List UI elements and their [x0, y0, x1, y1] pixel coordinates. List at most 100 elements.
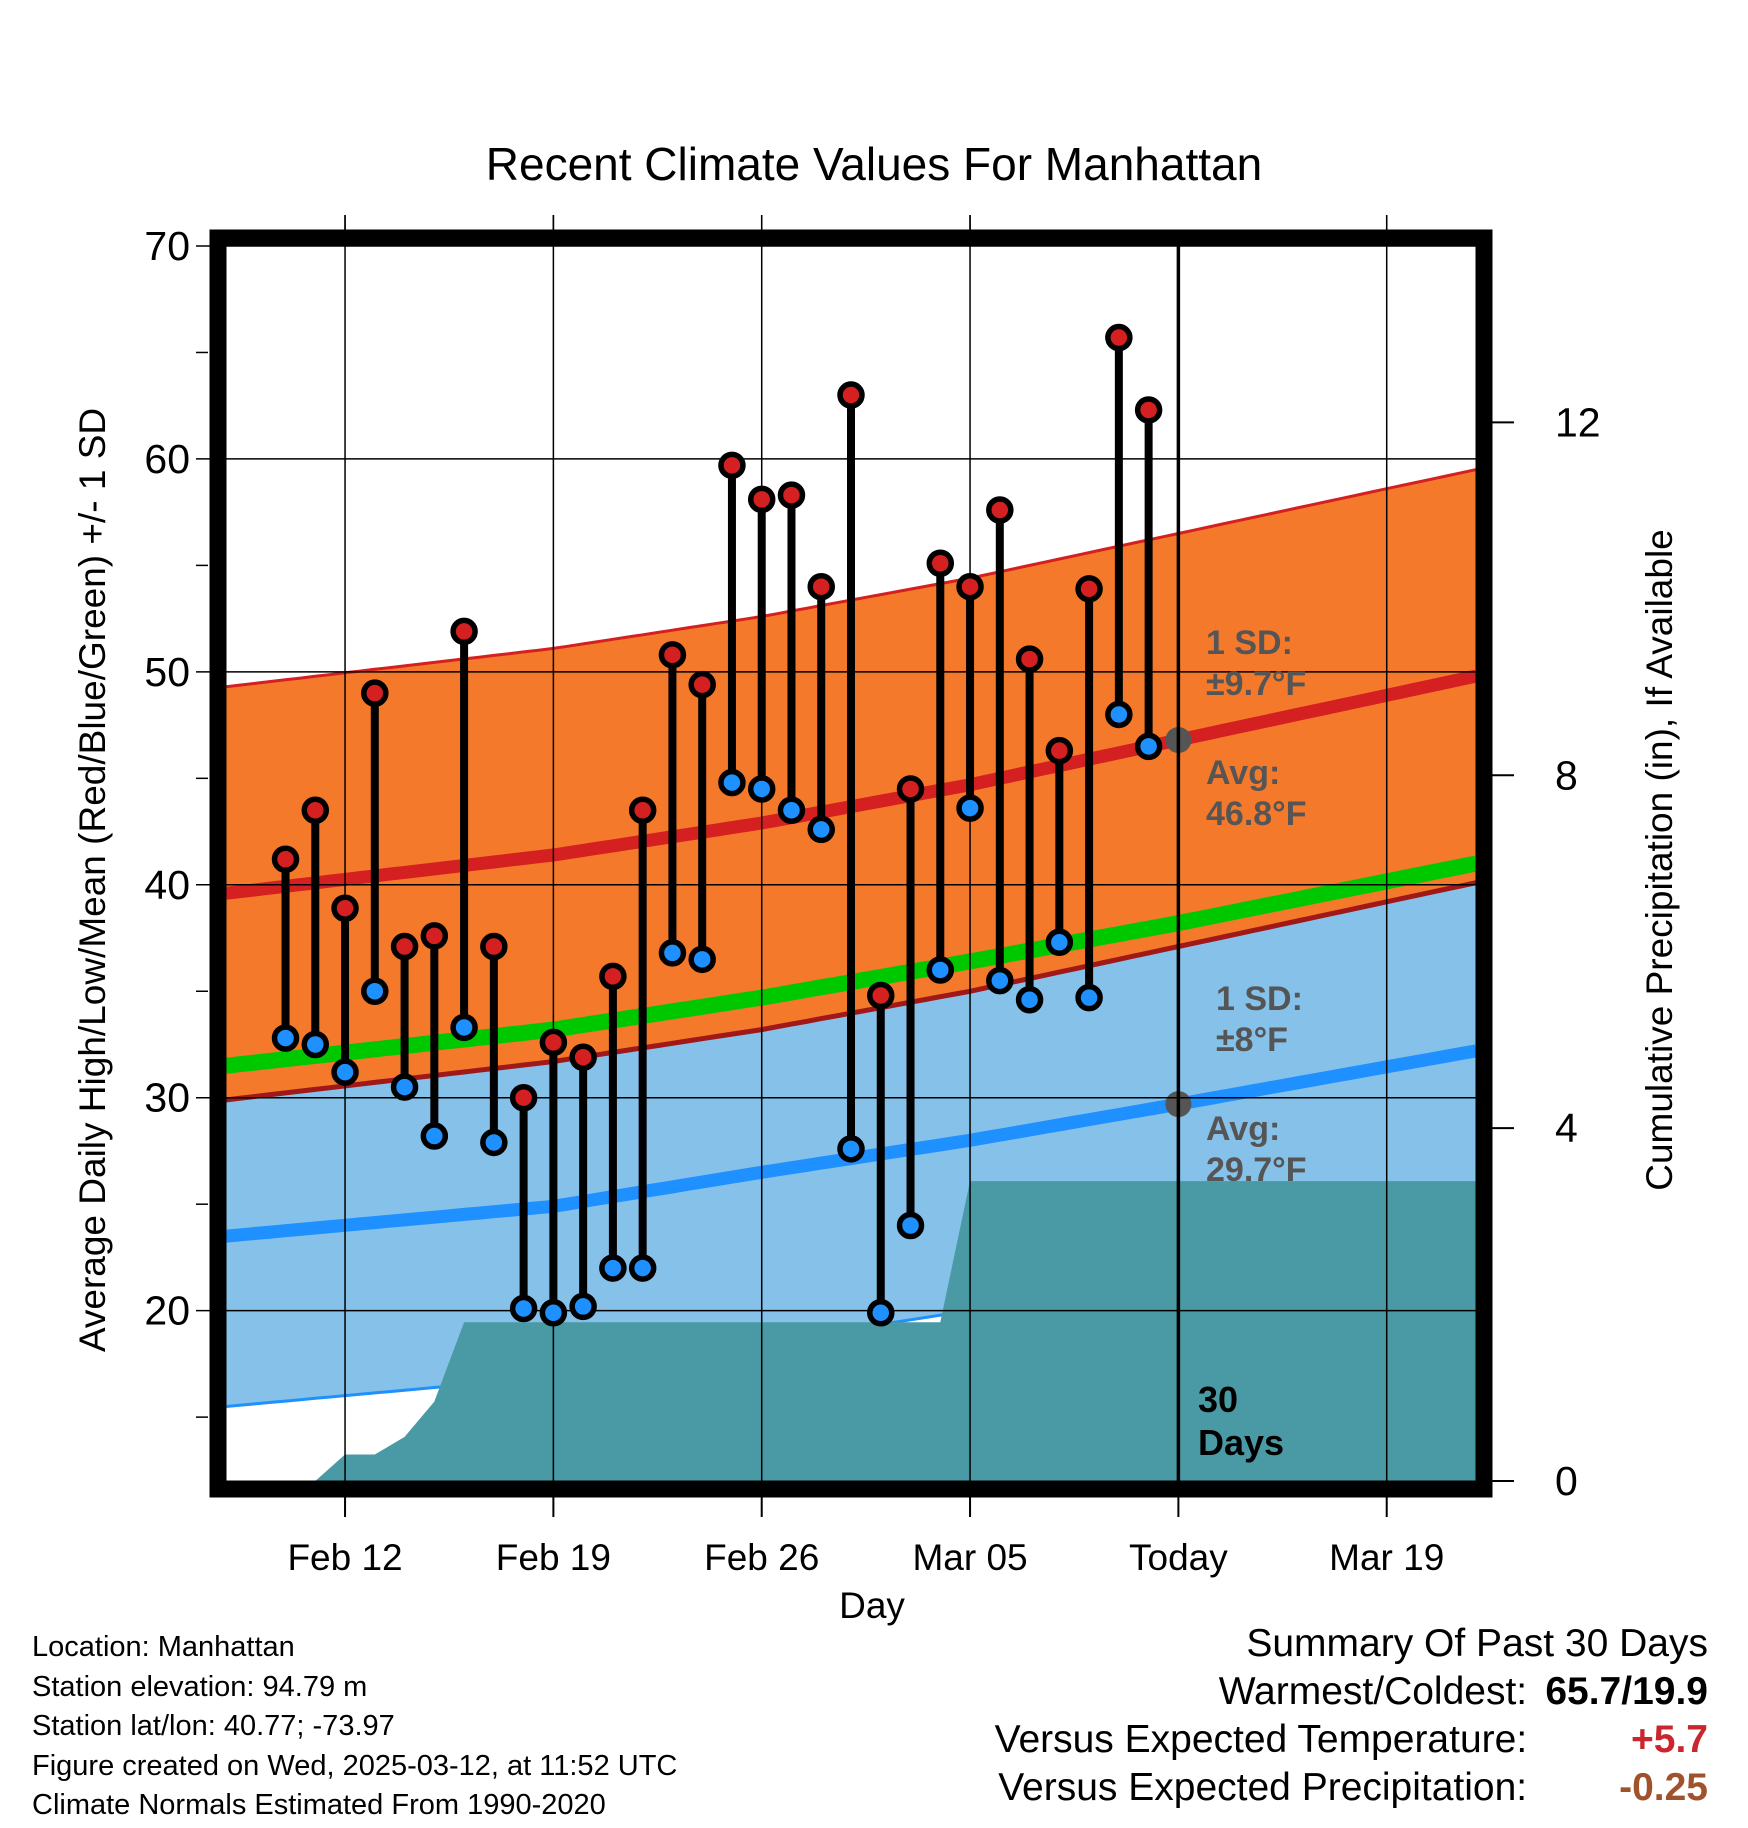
- x-tick-label: Feb 19: [496, 1537, 611, 1578]
- observed-series: [271, 323, 1163, 1327]
- info-location: Location: Manhattan: [32, 1631, 295, 1663]
- y-tick-label: 50: [144, 649, 190, 695]
- daily-low-point: [986, 966, 1014, 995]
- daily-low-point: [837, 1135, 865, 1163]
- summary-precip-row: Versus Expected Precipitation: -0.25: [995, 1764, 1708, 1812]
- daily-low-point: [747, 775, 776, 803]
- high-sd-annotation-line: ±9.7°F: [1206, 665, 1306, 703]
- daily-low-point: [807, 815, 835, 844]
- y-tick-label: 20: [144, 1288, 190, 1334]
- daily-low-point: [599, 1254, 627, 1282]
- daily-high-point: [271, 845, 300, 873]
- y-tick-label: 60: [144, 436, 190, 482]
- daily-low-point: [628, 1254, 657, 1282]
- low-sd-annotation-line: ±8°F: [1216, 1021, 1288, 1059]
- y-tick-label: 70: [144, 223, 190, 269]
- daily-high-point: [1015, 645, 1044, 673]
- daily-low-point: [509, 1294, 538, 1323]
- summary-title: Summary Of Past 30 Days: [1246, 1622, 1708, 1665]
- info-elevation: Station elevation: 94.79 m: [32, 1670, 368, 1703]
- daily-high-point: [867, 981, 895, 1010]
- y2-tick-label: 12: [1555, 399, 1601, 445]
- y-axis-label: Average Daily High/Low/Mean (Red/Blue/Gr…: [72, 408, 113, 1352]
- low-avg-annotation-line: 29.7°F: [1206, 1151, 1307, 1189]
- daily-high-point: [361, 679, 389, 707]
- x-tick-label: Mar 05: [912, 1537, 1027, 1578]
- station-info: Location: Manhattan Station elevation: 9…: [32, 1628, 677, 1826]
- y2-tick-label: 0: [1555, 1458, 1578, 1504]
- summary-precip-value: -0.25: [1619, 1766, 1708, 1809]
- daily-high-point: [1045, 736, 1074, 765]
- daily-high-point: [1105, 323, 1133, 352]
- daily-low-point: [896, 1211, 925, 1240]
- daily-low-point: [1075, 983, 1103, 1012]
- summary-warmest-value: 65.7/19.9: [1545, 1670, 1708, 1713]
- daily-low-point: [539, 1299, 568, 1327]
- summary-temp-value: +5.7: [1631, 1718, 1708, 1761]
- daily-high-point: [539, 1028, 568, 1057]
- daily-high-point: [986, 496, 1014, 524]
- daily-low-point: [569, 1292, 597, 1321]
- high-sd-annotation-line: 1 SD:: [1206, 624, 1293, 662]
- daily-high-point: [480, 932, 508, 961]
- x-tick-label: Feb 12: [287, 1537, 402, 1578]
- daily-high-point: [718, 451, 746, 480]
- daily-high-point: [1134, 396, 1163, 424]
- daily-low-point: [658, 939, 687, 967]
- x-tick-label: Mar 19: [1329, 1537, 1444, 1578]
- daily-low-point: [480, 1128, 508, 1157]
- daily-low-point: [420, 1122, 449, 1150]
- y-axis: 20 30 40 50 60 70: [144, 223, 208, 1418]
- daily-low-point: [956, 794, 984, 822]
- x-tick-label: Feb 26: [704, 1537, 819, 1578]
- days-annotation-line: 30: [1198, 1379, 1238, 1420]
- x-axis: Feb 12 Feb 19 Feb 26 Mar 05 Today Mar 19: [287, 1489, 1444, 1578]
- daily-low-point: [867, 1299, 895, 1327]
- daily-low-point: [271, 1024, 300, 1052]
- days-annotation-line: Days: [1198, 1422, 1284, 1463]
- daily-high-point: [658, 641, 687, 669]
- daily-low-point: [777, 796, 806, 825]
- high-sd-annotation: 1 SD: ±9.7°F: [1206, 624, 1306, 703]
- daily-low-point: [1045, 928, 1074, 957]
- high-avg-annotation: Avg: 46.8°F: [1206, 754, 1307, 833]
- daily-high-point: [628, 796, 657, 825]
- daily-high-point: [331, 894, 359, 922]
- low-sd-annotation-line: 1 SD:: [1216, 980, 1303, 1018]
- y2-axis-label: Cumulative Precipitation (in), If Availa…: [1639, 529, 1680, 1191]
- daily-high-point: [956, 572, 984, 601]
- summary-precip-label: Versus Expected Precipitation:: [998, 1766, 1528, 1809]
- daily-high-point: [509, 1083, 538, 1112]
- daily-high-point: [599, 962, 627, 991]
- info-latlon: Station lat/lon: 40.77; -73.97: [32, 1710, 395, 1742]
- daily-high-point: [807, 572, 835, 601]
- daily-low-point: [718, 768, 746, 797]
- daily-low-point: [1015, 986, 1044, 1014]
- daily-high-point: [569, 1043, 597, 1072]
- summary-temp-row: Versus Expected Temperature: +5.7: [995, 1716, 1708, 1764]
- low-avg-annotation: Avg: 29.7°F: [1206, 1110, 1307, 1189]
- plot-frame: [209, 229, 1493, 1498]
- daily-low-point: [1105, 700, 1133, 729]
- precip-area: [226, 1181, 1476, 1481]
- summary-temp-label: Versus Expected Temperature:: [994, 1718, 1528, 1761]
- daily-high-point: [450, 617, 478, 646]
- y2-axis: 0 4 8 12: [1484, 399, 1601, 1504]
- daily-high-point: [420, 922, 449, 950]
- daily-high-point: [1075, 575, 1103, 603]
- summary-warmest-row: Warmest/Coldest: 65.7/19.9: [995, 1668, 1708, 1716]
- daily-low-point: [688, 945, 716, 974]
- daily-low-point: [390, 1073, 419, 1101]
- low-sd-annotation: 1 SD: ±8°F: [1216, 980, 1303, 1059]
- x-tick-label: Today: [1129, 1537, 1228, 1578]
- daily-high-point: [837, 381, 865, 409]
- daily-low-point: [331, 1058, 359, 1086]
- daily-high-point: [896, 775, 925, 803]
- daily-high-point: [777, 481, 806, 509]
- summary-panel: Summary Of Past 30 Days Warmest/Coldest:…: [995, 1620, 1708, 1812]
- daily-high-point: [747, 485, 776, 514]
- y-tick-label: 40: [144, 862, 190, 908]
- y2-tick-label: 4: [1555, 1105, 1578, 1151]
